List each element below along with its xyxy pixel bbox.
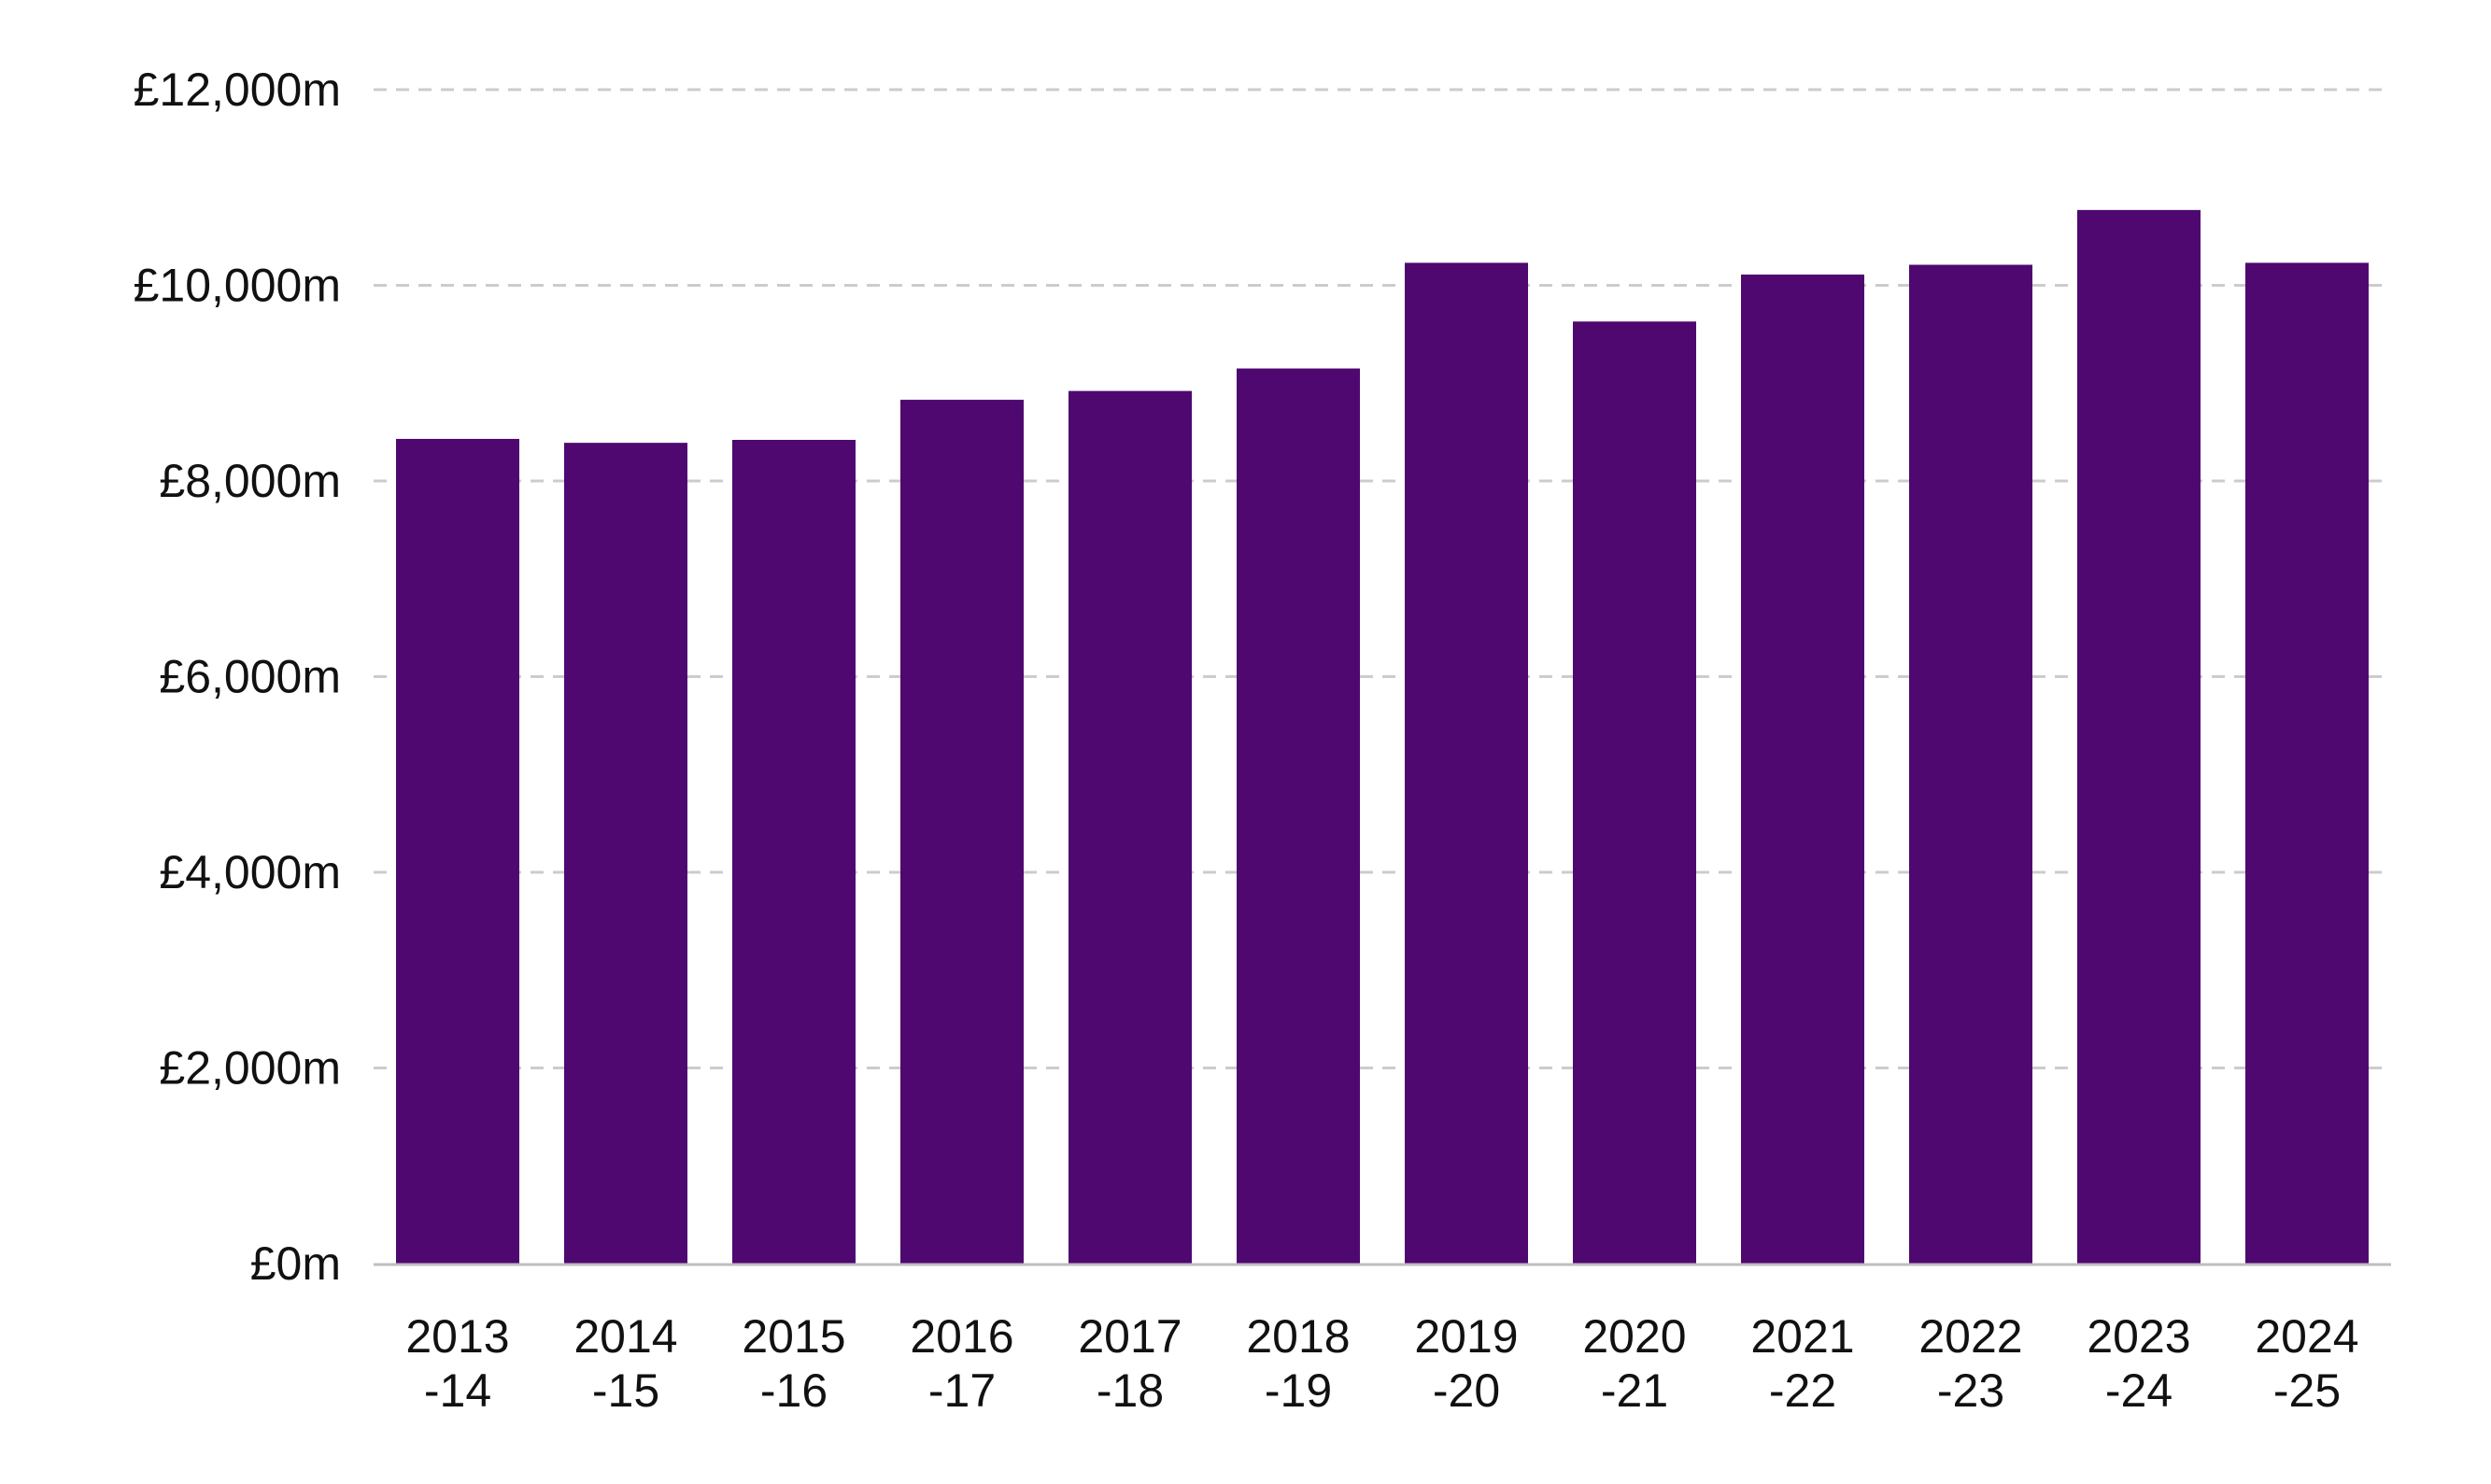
x-tick-label: -16 [760, 1364, 828, 1417]
x-tick-label: -18 [1097, 1364, 1164, 1417]
x-tick-label: 2014 [573, 1310, 677, 1363]
x-tick-label: -22 [1769, 1364, 1836, 1417]
gridlines [374, 88, 2391, 1069]
x-tick-label: 2022 [1918, 1310, 2022, 1363]
x-tick-label: -23 [1937, 1364, 2004, 1417]
x-tick-label: -15 [592, 1364, 659, 1417]
x-tick-label: 2018 [1246, 1310, 1350, 1363]
y-tick-label: £6,000m [159, 651, 341, 703]
x-tick-label: -25 [2273, 1364, 2341, 1417]
x-tick-label: -24 [2105, 1364, 2173, 1417]
x-tick-label: 2017 [1078, 1310, 1182, 1363]
bar [1405, 262, 1528, 1265]
x-tick-label: 2019 [1414, 1310, 1518, 1363]
bar [396, 438, 519, 1264]
bar [2077, 209, 2201, 1264]
bar [1741, 274, 1864, 1264]
bar [564, 443, 687, 1265]
x-tick-label: -20 [1433, 1364, 1500, 1417]
y-tick-label: £10,000m [134, 260, 341, 312]
y-tick-labels: £0m £2,000m £4,000m £6,000m £8,000m £10,000m £… [134, 64, 341, 1290]
bar [2245, 262, 2369, 1265]
bar [900, 400, 1024, 1264]
x-tick-label: 2015 [742, 1310, 845, 1363]
bar [1237, 368, 1360, 1265]
bars [396, 209, 2369, 1265]
x-tick-label: 2021 [1750, 1310, 1854, 1363]
x-tick-label: -21 [1601, 1364, 1668, 1417]
bar [732, 440, 856, 1264]
x-tick-label: -19 [1265, 1364, 1332, 1417]
x-tick-labels: 2013-142014-152015-162016-172017-182018-… [405, 1310, 2358, 1417]
x-tick-label: 2024 [2255, 1310, 2358, 1363]
x-tick-label: -17 [928, 1364, 996, 1417]
x-tick-label: 2020 [1582, 1310, 1686, 1363]
x-tick-label: 2016 [910, 1310, 1013, 1363]
y-tick-label: £4,000m [159, 846, 341, 898]
bar [1573, 321, 1696, 1264]
x-tick-label: -14 [424, 1364, 491, 1417]
x-tick-label: 2013 [405, 1310, 509, 1363]
y-tick-label: £8,000m [159, 455, 341, 507]
bar [1069, 390, 1192, 1264]
y-tick-label: £2,000m [159, 1042, 341, 1095]
bar [1909, 264, 2032, 1265]
y-tick-label: £12,000m [134, 64, 341, 116]
y-tick-label: £0m [250, 1237, 341, 1290]
x-tick-label: 2023 [2087, 1310, 2190, 1363]
